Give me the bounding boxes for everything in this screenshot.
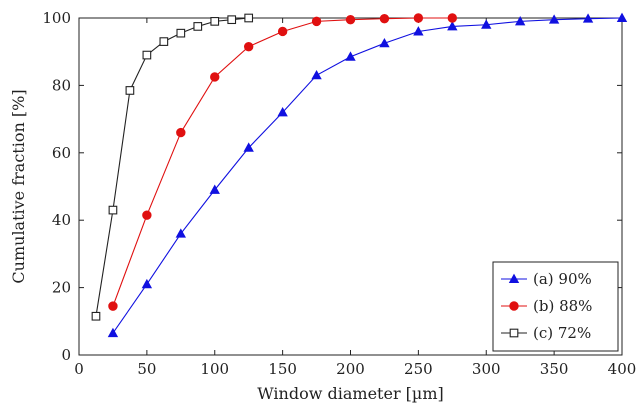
data-point <box>141 278 153 289</box>
legend-label: (b) 88% <box>533 297 592 315</box>
data-point <box>379 37 390 48</box>
data-point <box>582 13 594 23</box>
legend-item: (c) 72% <box>501 324 591 342</box>
y-axis-title: Cumulative fraction [%] <box>9 89 28 283</box>
data-point <box>277 107 288 117</box>
legend-item: (a) 90% <box>501 270 592 288</box>
series-line <box>95 17 249 317</box>
data-point <box>209 184 220 194</box>
x-tick-label: 0 <box>74 360 84 378</box>
data-point <box>548 14 560 24</box>
data-point <box>176 127 186 138</box>
x-tick-label: 250 <box>404 360 433 378</box>
x-tick-label: 350 <box>540 360 569 378</box>
data-point <box>447 21 458 31</box>
data-point <box>244 13 254 23</box>
y-tick-label: 100 <box>42 9 71 27</box>
data-point <box>108 205 118 215</box>
data-point <box>176 28 186 38</box>
x-axis-title: Window diameter [µm] <box>257 384 443 403</box>
data-point <box>277 26 288 37</box>
data-point <box>107 327 119 338</box>
x-tick-label: 100 <box>200 360 229 378</box>
y-tick-label: 0 <box>61 346 71 364</box>
series-0 <box>107 12 628 338</box>
data-point <box>481 19 492 29</box>
legend-marker <box>508 273 520 284</box>
axes: 0 50 100 150 200 250 300 350 400 0 20 40 60 80 100 <box>42 9 636 378</box>
legend-label: (a) 90% <box>533 270 592 288</box>
data-point <box>142 50 152 60</box>
data-point <box>311 16 322 27</box>
legend: (a) 90% (b) 88% (c) 72% <box>492 261 619 352</box>
series-line <box>112 17 453 307</box>
data-point <box>175 228 186 238</box>
data-point <box>193 22 203 31</box>
data-point <box>243 41 254 52</box>
y-tick-label: 40 <box>52 211 71 229</box>
x-tick-label: 50 <box>137 360 156 378</box>
data-point <box>125 86 135 95</box>
data-point <box>210 72 220 82</box>
series-layer <box>91 12 628 338</box>
series-2 <box>91 13 254 321</box>
data-point <box>345 51 356 61</box>
legend-marker <box>509 301 519 311</box>
x-tick-label: 300 <box>472 360 501 378</box>
x-tick-label: 400 <box>608 360 637 378</box>
y-tick-label: 20 <box>52 279 71 297</box>
data-point <box>91 311 101 321</box>
data-point <box>243 142 254 152</box>
data-point <box>413 26 424 36</box>
y-tick-label: 60 <box>52 144 71 162</box>
data-point <box>413 13 424 23</box>
data-point <box>447 13 458 23</box>
x-tick-label: 150 <box>268 360 297 378</box>
data-point <box>159 37 169 46</box>
data-point <box>515 16 526 26</box>
data-point <box>142 210 152 220</box>
data-point <box>379 13 390 24</box>
data-point <box>345 14 356 25</box>
data-point <box>311 69 322 80</box>
legend-label: (c) 72% <box>533 324 591 342</box>
data-point <box>227 15 237 25</box>
data-point <box>210 17 220 26</box>
x-tick-label: 200 <box>336 360 365 378</box>
legend-marker <box>509 328 519 338</box>
series-line <box>112 17 623 334</box>
y-tick-label: 80 <box>52 76 71 94</box>
data-point <box>108 301 118 311</box>
data-point <box>616 12 628 23</box>
legend-item: (b) 88% <box>501 297 592 315</box>
series-1 <box>108 13 458 311</box>
